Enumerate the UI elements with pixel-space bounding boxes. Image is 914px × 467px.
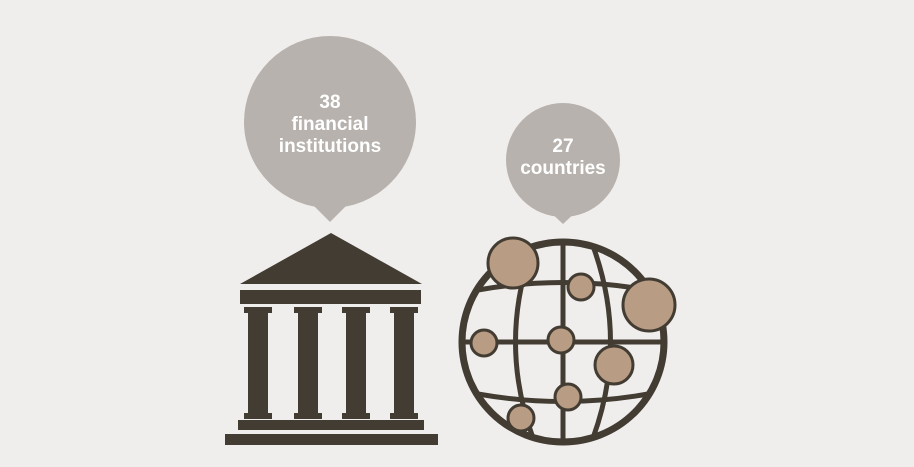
bank-building-icon — [225, 233, 438, 445]
country-dot — [506, 403, 536, 433]
institutions-speech-bubble — [244, 36, 416, 222]
country-dots — [469, 236, 677, 433]
country-dot — [593, 344, 635, 386]
country-dot — [546, 325, 576, 355]
countries-speech-bubble — [506, 103, 620, 224]
countries-stat: 27 countries — [506, 136, 620, 180]
institutions-number: 38 — [319, 92, 341, 113]
countries-label: countries — [520, 158, 606, 179]
country-dot — [486, 236, 540, 290]
institutions-stat: 38 financial institutions — [244, 92, 416, 158]
countries-number: 27 — [552, 136, 574, 157]
institutions-label-line2: institutions — [278, 136, 382, 157]
institutions-label-line1: financial — [291, 114, 369, 135]
country-dot — [566, 272, 596, 302]
country-dot — [621, 277, 677, 333]
country-dot — [553, 382, 583, 412]
country-dot — [469, 328, 499, 358]
